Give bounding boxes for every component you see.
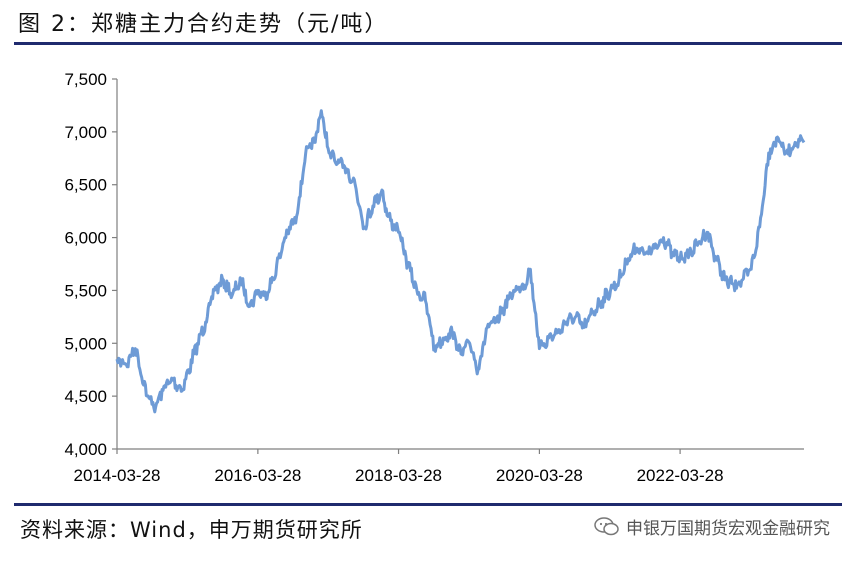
wechat-icon bbox=[594, 516, 619, 535]
y-tick-label: 6,000 bbox=[64, 229, 107, 248]
y-tick-label: 7,000 bbox=[64, 123, 107, 142]
watermark-text: 申银万国期货宏观金融研究 bbox=[626, 519, 830, 539]
y-tick-label: 6,500 bbox=[64, 176, 107, 195]
series-line bbox=[115, 109, 806, 414]
x-tick-label: 2016-03-28 bbox=[214, 466, 301, 485]
x-tick-label: 2018-03-28 bbox=[355, 466, 442, 485]
x-tick-label: 2020-03-28 bbox=[496, 466, 583, 485]
watermark: 申银万国期货宏观金融研究 bbox=[594, 514, 830, 539]
x-tick-label: 2014-03-28 bbox=[74, 466, 161, 485]
y-tick-label: 7,500 bbox=[64, 70, 107, 89]
y-tick-label: 4,000 bbox=[64, 440, 107, 459]
y-tick-label: 5,500 bbox=[64, 281, 107, 300]
bottom-rule bbox=[14, 503, 842, 506]
source-note: 资料来源：Wind，申万期货研究所 bbox=[20, 518, 363, 542]
y-tick-label: 4,500 bbox=[64, 387, 107, 406]
x-tick-label: 2022-03-28 bbox=[637, 466, 724, 485]
y-tick-label: 5,000 bbox=[64, 334, 107, 353]
chart-title: 图 2：郑糖主力合约走势（元/吨） bbox=[18, 12, 389, 37]
top-rule bbox=[14, 42, 842, 45]
